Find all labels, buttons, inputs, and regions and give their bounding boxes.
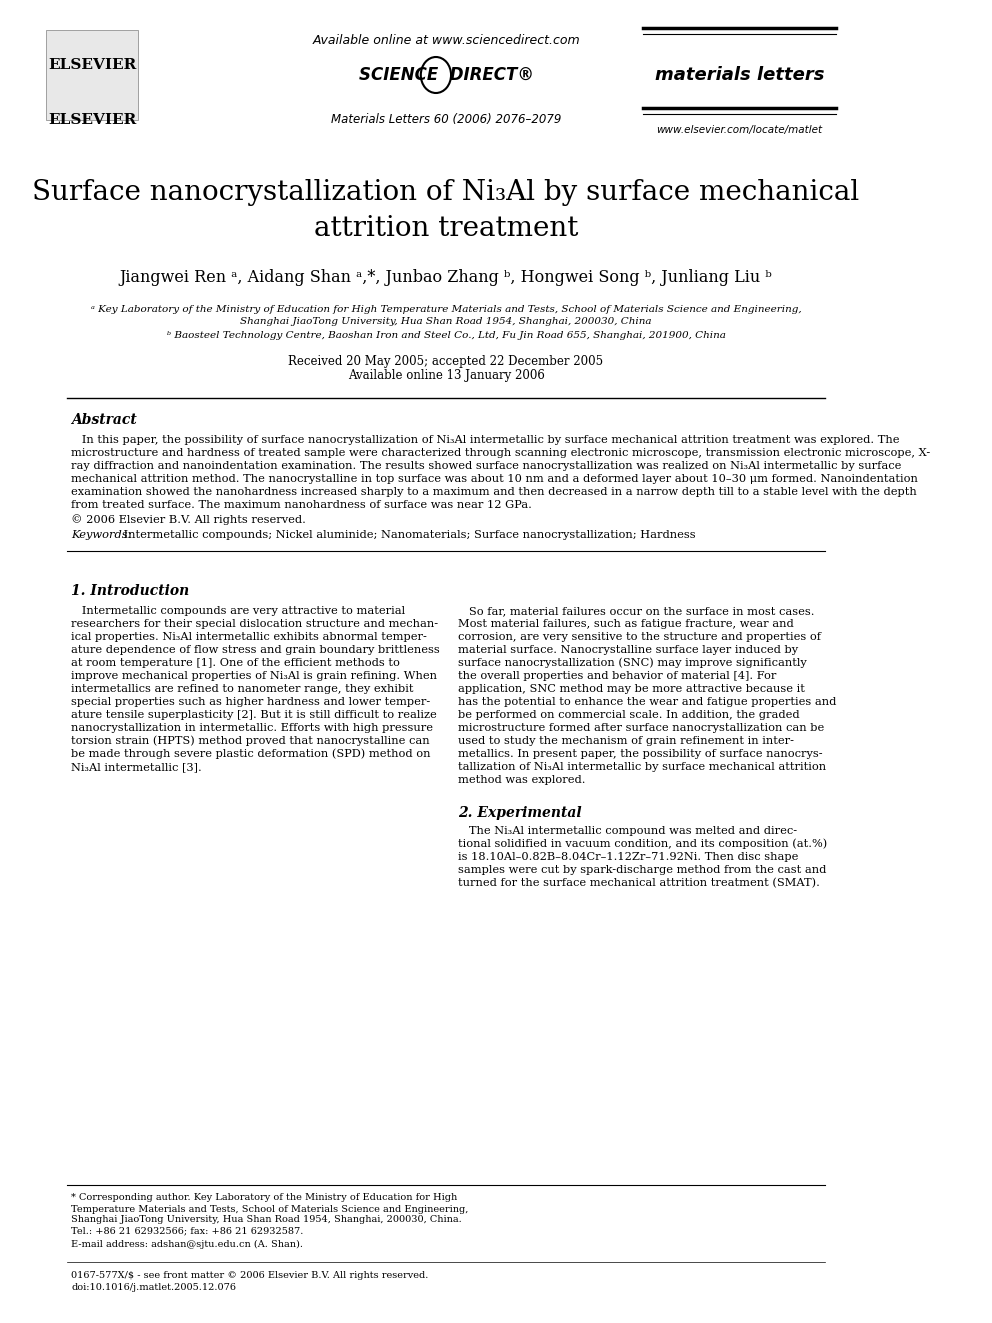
Text: Available online at www.sciencedirect.com: Available online at www.sciencedirect.co…	[312, 33, 580, 46]
Text: 2. Experimental: 2. Experimental	[457, 806, 581, 820]
Text: tallization of Ni₃Al intermetallic by surface mechanical attrition: tallization of Ni₃Al intermetallic by su…	[457, 762, 826, 773]
Text: 1. Introduction: 1. Introduction	[71, 583, 189, 598]
Text: ature dependence of flow stress and grain boundary brittleness: ature dependence of flow stress and grai…	[71, 646, 440, 655]
Text: The Ni₃Al intermetallic compound was melted and direc-: The Ni₃Al intermetallic compound was mel…	[457, 826, 797, 836]
Text: improve mechanical properties of Ni₃Al is grain refining. When: improve mechanical properties of Ni₃Al i…	[71, 671, 437, 681]
Text: Keywords:: Keywords:	[71, 531, 132, 540]
Text: metallics. In present paper, the possibility of surface nanocrys-: metallics. In present paper, the possibi…	[457, 749, 822, 759]
Text: Abstract: Abstract	[71, 413, 137, 427]
Text: ᵃ Key Laboratory of the Ministry of Education for High Temperature Materials and: ᵃ Key Laboratory of the Ministry of Educ…	[90, 306, 802, 315]
Text: nanocrystallization in intermetallic. Efforts with high pressure: nanocrystallization in intermetallic. Ef…	[71, 722, 434, 733]
Text: ical properties. Ni₃Al intermetallic exhibits abnormal temper-: ical properties. Ni₃Al intermetallic exh…	[71, 632, 428, 642]
Text: microstructure and hardness of treated sample were characterized through scannin: microstructure and hardness of treated s…	[71, 448, 930, 458]
Text: Tel.: +86 21 62932566; fax: +86 21 62932587.: Tel.: +86 21 62932566; fax: +86 21 62932…	[71, 1226, 304, 1236]
Text: Ni₃Al intermetallic [3].: Ni₃Al intermetallic [3].	[71, 762, 202, 773]
Text: Intermetallic compounds are very attractive to material: Intermetallic compounds are very attract…	[71, 606, 406, 617]
Text: Intermetallic compounds; Nickel aluminide; Nanomaterials; Surface nanocrystalliz: Intermetallic compounds; Nickel aluminid…	[120, 531, 695, 540]
Text: ELSEVIER: ELSEVIER	[49, 112, 136, 127]
Bar	[46, 30, 139, 120]
Text: ature tensile superplasticity [2]. But it is still difficult to realize: ature tensile superplasticity [2]. But i…	[71, 710, 437, 720]
Text: has the potential to enhance the wear and fatigue properties and: has the potential to enhance the wear an…	[457, 697, 836, 706]
Text: special properties such as higher hardness and lower temper-: special properties such as higher hardne…	[71, 697, 431, 706]
Text: So far, material failures occur on the surface in most cases.: So far, material failures occur on the s…	[457, 606, 814, 617]
Text: * Corresponding author. Key Laboratory of the Ministry of Education for High: * Corresponding author. Key Laboratory o…	[71, 1193, 457, 1203]
Text: material surface. Nanocrystalline surface layer induced by: material surface. Nanocrystalline surfac…	[457, 646, 798, 655]
Text: www.elsevier.com/locate/matlet: www.elsevier.com/locate/matlet	[657, 124, 822, 135]
Text: © 2006 Elsevier B.V. All rights reserved.: © 2006 Elsevier B.V. All rights reserved…	[71, 515, 307, 525]
Text: be performed on commercial scale. In addition, the graded: be performed on commercial scale. In add…	[457, 710, 800, 720]
Text: E-mail address: adshan@sjtu.edu.cn (A. Shan).: E-mail address: adshan@sjtu.edu.cn (A. S…	[71, 1240, 304, 1249]
Text: Materials Letters 60 (2006) 2076–2079: Materials Letters 60 (2006) 2076–2079	[330, 114, 561, 127]
Text: from treated surface. The maximum nanohardness of surface was near 12 GPa.: from treated surface. The maximum nanoha…	[71, 500, 532, 509]
Text: Shanghai JiaoTong University, Hua Shan Road 1954, Shanghai, 200030, China.: Shanghai JiaoTong University, Hua Shan R…	[71, 1216, 462, 1225]
Text: application, SNC method may be more attractive because it: application, SNC method may be more attr…	[457, 684, 805, 695]
Text: samples were cut by spark-discharge method from the cast and: samples were cut by spark-discharge meth…	[457, 865, 826, 875]
Text: used to study the mechanism of grain refinement in inter-: used to study the mechanism of grain ref…	[457, 736, 794, 746]
Text: doi:10.1016/j.matlet.2005.12.076: doi:10.1016/j.matlet.2005.12.076	[71, 1283, 236, 1293]
Text: materials letters: materials letters	[655, 66, 824, 83]
Text: examination showed the nanohardness increased sharply to a maximum and then decr: examination showed the nanohardness incr…	[71, 487, 917, 497]
Text: method was explored.: method was explored.	[457, 775, 585, 785]
Text: attrition treatment: attrition treatment	[313, 214, 578, 242]
Text: In this paper, the possibility of surface nanocrystallization of Ni₃Al intermeta: In this paper, the possibility of surfac…	[71, 435, 900, 445]
Text: mechanical attrition method. The nanocrystalline in top surface was about 10 nm : mechanical attrition method. The nanocry…	[71, 474, 919, 484]
Text: torsion strain (HPTS) method proved that nanocrystalline can: torsion strain (HPTS) method proved that…	[71, 736, 430, 746]
Text: Surface nanocrystallization of Ni₃Al by surface mechanical: Surface nanocrystallization of Ni₃Al by …	[33, 179, 860, 205]
Text: Most material failures, such as fatigue fracture, wear and: Most material failures, such as fatigue …	[457, 619, 794, 628]
Text: intermetallics are refined to nanometer range, they exhibit: intermetallics are refined to nanometer …	[71, 684, 414, 695]
Text: be made through severe plastic deformation (SPD) method on: be made through severe plastic deformati…	[71, 749, 431, 759]
Text: is 18.10Al–0.82B–8.04Cr–1.12Zr–71.92Ni. Then disc shape: is 18.10Al–0.82B–8.04Cr–1.12Zr–71.92Ni. …	[457, 852, 799, 863]
Text: the overall properties and behavior of material [4]. For: the overall properties and behavior of m…	[457, 671, 776, 681]
Text: at room temperature [1]. One of the efficient methods to: at room temperature [1]. One of the effi…	[71, 658, 400, 668]
Text: ᵇ Baosteel Technology Centre, Baoshan Iron and Steel Co., Ltd, Fu Jin Road 655, : ᵇ Baosteel Technology Centre, Baoshan Ir…	[167, 332, 725, 340]
Text: SCIENCE  DIRECT®: SCIENCE DIRECT®	[358, 66, 534, 83]
Text: corrosion, are very sensitive to the structure and properties of: corrosion, are very sensitive to the str…	[457, 632, 820, 642]
Text: surface nanocrystallization (SNC) may improve significantly: surface nanocrystallization (SNC) may im…	[457, 658, 806, 668]
Text: researchers for their special dislocation structure and mechan-: researchers for their special dislocatio…	[71, 619, 438, 628]
Text: microstructure formed after surface nanocrystallization can be: microstructure formed after surface nano…	[457, 722, 824, 733]
Text: 0167-577X/$ - see front matter © 2006 Elsevier B.V. All rights reserved.: 0167-577X/$ - see front matter © 2006 El…	[71, 1270, 429, 1279]
Text: turned for the surface mechanical attrition treatment (SMAT).: turned for the surface mechanical attrit…	[457, 878, 819, 888]
Text: ray diffraction and nanoindentation examination. The results showed surface nano: ray diffraction and nanoindentation exam…	[71, 460, 902, 471]
Text: Shanghai JiaoTong University, Hua Shan Road 1954, Shanghai, 200030, China: Shanghai JiaoTong University, Hua Shan R…	[240, 318, 652, 327]
Text: Available online 13 January 2006: Available online 13 January 2006	[347, 369, 545, 382]
Text: ELSEVIER: ELSEVIER	[49, 58, 136, 71]
Text: Temperature Materials and Tests, School of Materials Science and Engineering,: Temperature Materials and Tests, School …	[71, 1204, 468, 1213]
Text: Jiangwei Ren ᵃ, Aidang Shan ᵃ,*, Junbao Zhang ᵇ, Hongwei Song ᵇ, Junliang Liu ᵇ: Jiangwei Ren ᵃ, Aidang Shan ᵃ,*, Junbao …	[120, 270, 773, 287]
Text: Received 20 May 2005; accepted 22 December 2005: Received 20 May 2005; accepted 22 Decemb…	[289, 356, 603, 369]
Text: tional solidified in vacuum condition, and its composition (at.%): tional solidified in vacuum condition, a…	[457, 839, 827, 849]
